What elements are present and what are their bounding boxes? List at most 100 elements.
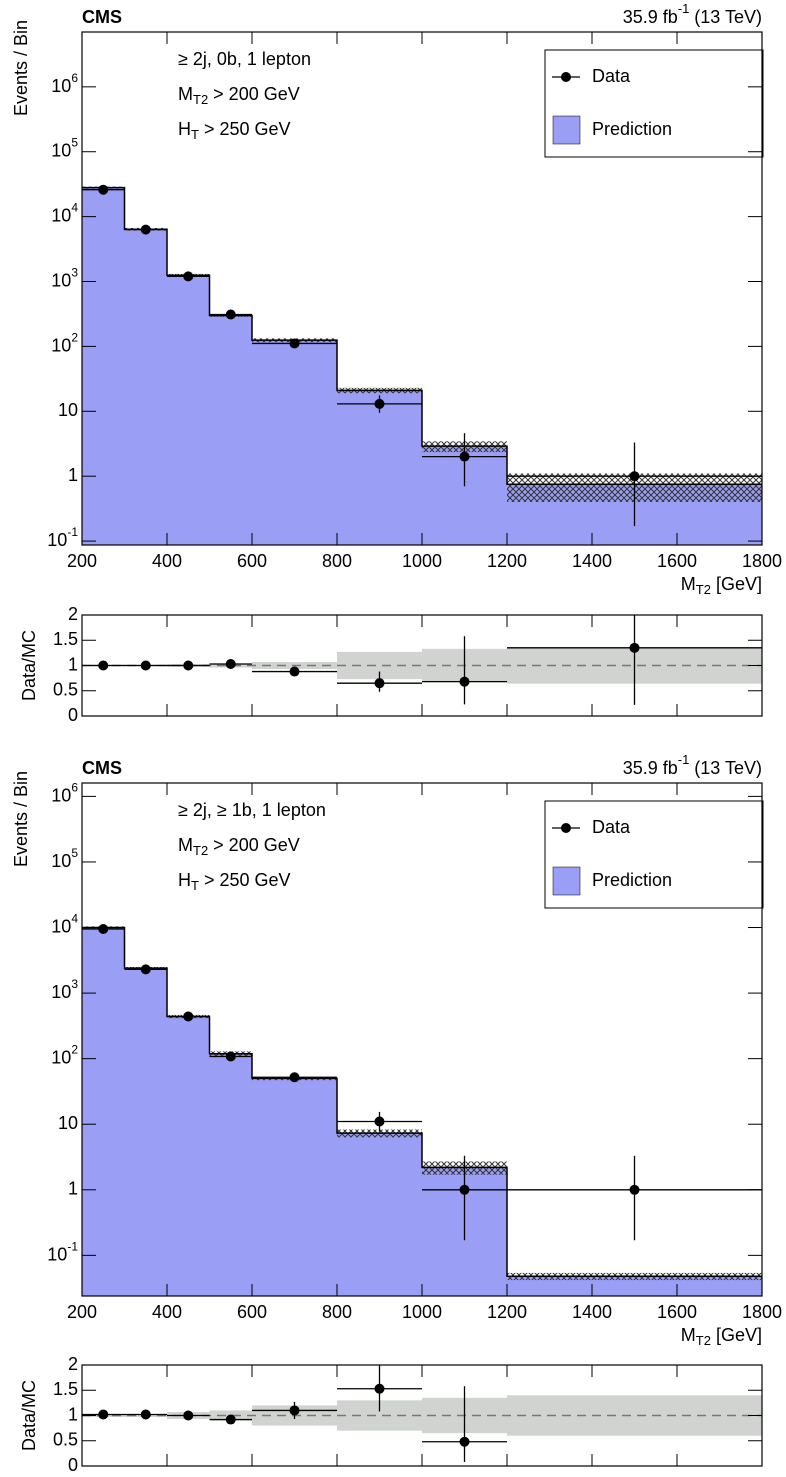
y-axis-label: Data/MC: [19, 1380, 39, 1451]
ratio-point: [225, 1414, 236, 1425]
text-part: -1: [678, 1, 690, 16]
y-tick-label: 104: [51, 912, 78, 937]
prediction-bar: [337, 1133, 422, 1296]
y-tick-label: 103: [51, 977, 78, 1002]
text-part: T2: [193, 92, 208, 107]
y-tick-label: 10: [58, 1113, 78, 1133]
text-part: > 200 GeV: [208, 835, 300, 855]
data-point: [183, 271, 194, 282]
legend-label: Data: [592, 817, 631, 837]
data-point: [98, 923, 109, 934]
x-tick-label: 1200: [487, 551, 527, 571]
x-tick-label: 800: [322, 551, 352, 571]
x-tick-label: 800: [322, 1302, 352, 1322]
data-point: [140, 224, 151, 235]
plot-frame: [81, 782, 763, 1297]
prediction-bar: [209, 315, 252, 545]
plot-frame: [81, 614, 763, 717]
data-point: [459, 1184, 470, 1195]
text-part: (13 TeV): [689, 7, 762, 27]
tick-exponent: -1: [67, 1240, 78, 1254]
tick-exponent: 5: [71, 136, 78, 150]
ratio-point: [98, 660, 109, 671]
tick-base: 10: [51, 785, 71, 805]
data-point: [140, 964, 151, 975]
y-tick-label: 105: [51, 846, 78, 871]
plot-area: [82, 923, 762, 1296]
x-tick-label: 1000: [402, 551, 442, 571]
data-point: [183, 1011, 194, 1022]
text-part: T: [191, 127, 199, 142]
tick-exponent: 6: [71, 71, 78, 85]
y-tick-label: 0: [68, 705, 78, 725]
y-tick-label: 103: [51, 266, 78, 291]
y-tick-label: 1: [68, 465, 78, 485]
legend-box: [544, 800, 764, 909]
ratio-point: [183, 1410, 194, 1421]
legend-prediction-swatch: [552, 115, 581, 145]
tick-base: 10: [51, 270, 71, 290]
y-tick-label: 1.5: [53, 629, 78, 649]
y-tick-label: 2: [68, 604, 78, 624]
annotation: HT > 250 GeV: [178, 119, 291, 143]
data-point: [289, 1072, 300, 1083]
text-part: M: [681, 574, 696, 594]
prediction-bar: [209, 1053, 252, 1296]
y-tick-label: 102: [51, 331, 78, 356]
x-tick-label: 1600: [657, 551, 697, 571]
plot-area: [82, 615, 762, 705]
y-axis-label: Events / Bin: [11, 20, 31, 116]
x-tick-label: 1600: [657, 1302, 697, 1322]
luminosity: 35.9 fb-1 (13 TeV): [623, 1, 762, 26]
annotation: ≥ 2j, ≥ 1b, 1 lepton: [178, 800, 326, 820]
tick-exponent: 5: [71, 846, 78, 860]
legend-label: Prediction: [592, 119, 672, 139]
tick-exponent: 4: [71, 912, 78, 926]
x-tick-label: 400: [152, 1302, 182, 1322]
data-point: [98, 184, 109, 195]
legend-label: Prediction: [592, 870, 672, 890]
legend-data-marker: [561, 823, 571, 833]
prediction-bar: [507, 1276, 762, 1296]
text-part: [GeV]: [711, 574, 762, 594]
data-point: [459, 451, 470, 462]
x-tick-label: 200: [67, 1302, 97, 1322]
text-part: H: [178, 119, 191, 139]
x-tick-label: 1800: [742, 1302, 782, 1322]
text-part: (13 TeV): [689, 758, 762, 778]
prediction-bar: [124, 968, 167, 1296]
tick-base: 10: [51, 140, 71, 160]
chart-title: CMS: [82, 758, 122, 778]
plot-area: [82, 184, 762, 545]
y-tick-label: 0.5: [53, 680, 78, 700]
text-part: H: [178, 870, 191, 890]
text-part: T2: [696, 1333, 711, 1348]
y-axis-label: Data/MC: [19, 630, 39, 701]
text-part: 35.9 fb: [623, 7, 678, 27]
x-tick-label: 600: [237, 551, 267, 571]
prediction-bar: [167, 275, 210, 545]
data-point: [629, 471, 640, 482]
tick-exponent: 3: [71, 266, 78, 280]
text-part: > 250 GeV: [199, 119, 291, 139]
x-tick-label: 1400: [572, 551, 612, 571]
y-tick-label: 0: [68, 1455, 78, 1475]
annotation: HT > 250 GeV: [178, 870, 291, 894]
tick-exponent: 2: [71, 331, 78, 345]
prediction-bar: [167, 1016, 210, 1296]
text-part: M: [178, 835, 193, 855]
tick-base: 10: [47, 1244, 67, 1264]
text-part: > 250 GeV: [199, 870, 291, 890]
text-part: ≥ 2j, 0b, 1 lepton: [178, 49, 311, 69]
prediction-bar: [252, 1078, 337, 1296]
y-tick-label: 102: [51, 1043, 78, 1068]
ratio-point: [140, 1409, 151, 1420]
chart-title: CMS: [82, 7, 122, 27]
y-tick-label: 10-1: [47, 525, 78, 550]
tick-base: 10: [47, 530, 67, 550]
prediction-bar: [82, 187, 125, 545]
tick-base: 10: [51, 916, 71, 936]
annotation: MT2 > 200 GeV: [178, 835, 300, 859]
y-tick-label: 106: [51, 781, 78, 806]
